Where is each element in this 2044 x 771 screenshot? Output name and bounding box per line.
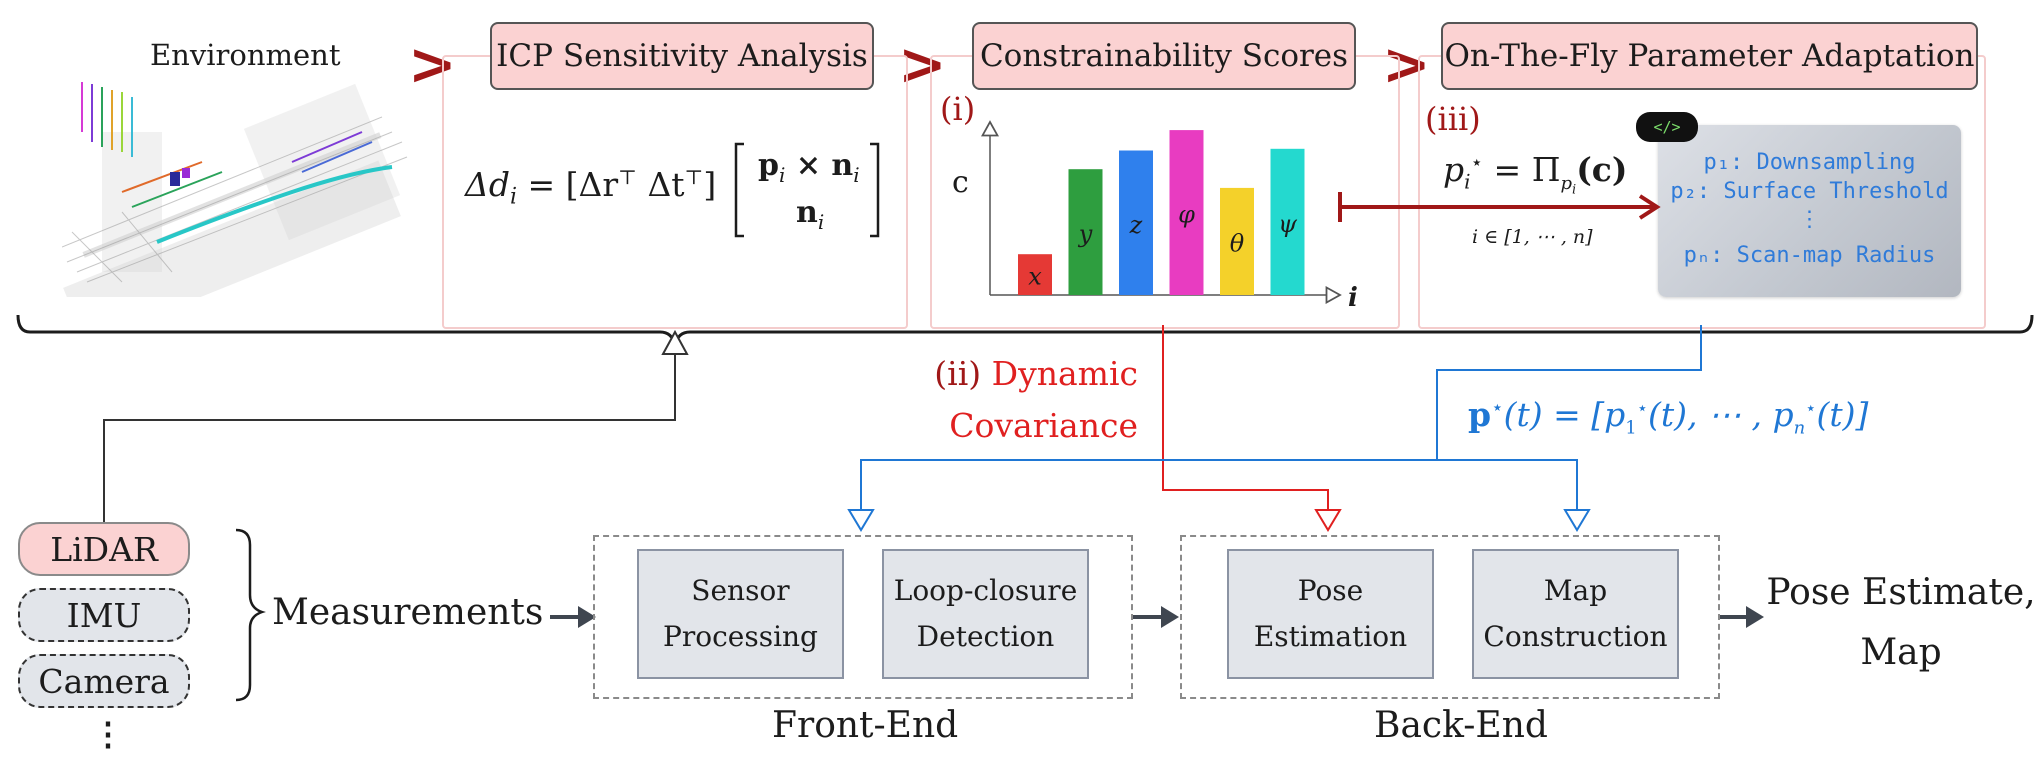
environment-point-cloud bbox=[62, 82, 408, 297]
marker-i: (i) bbox=[940, 90, 976, 128]
sensors-brace bbox=[235, 528, 266, 702]
p-star-rhs: = Π bbox=[1483, 150, 1561, 189]
bar-φ bbox=[1169, 130, 1204, 295]
front-end-group bbox=[593, 535, 1133, 699]
matrix-row-2: ni bbox=[796, 195, 825, 234]
pose-estimation-line2: Estimation bbox=[1253, 620, 1408, 653]
delta-d-eq: = [Δr bbox=[517, 165, 619, 204]
sensor-lidar: LiDAR bbox=[18, 522, 190, 576]
top-brace bbox=[16, 314, 2034, 346]
index-range: i ∈ [1, ⋯ , n] bbox=[1472, 226, 1593, 248]
p-vector-rest: (t) = [p bbox=[1503, 395, 1626, 434]
params-connector bbox=[860, 325, 1702, 510]
measurements-label: Measurements bbox=[272, 592, 544, 633]
sensor-processing-line1: Sensor bbox=[691, 574, 790, 607]
p-vector-mid: (t), ⋯ , p bbox=[1647, 395, 1794, 434]
p-star-lhs: p bbox=[1443, 150, 1465, 189]
pose-estimation-module: Pose Estimation bbox=[1227, 549, 1434, 679]
delta-d-sub: i bbox=[509, 184, 518, 210]
p-star-formula: pi⋆ = Πpi(c) bbox=[1443, 150, 1628, 198]
front-end-label: Front-End bbox=[772, 705, 959, 746]
covariance-arrowhead bbox=[1314, 509, 1342, 532]
output-line1: Pose Estimate, bbox=[1766, 572, 2036, 613]
params-arrowhead-1 bbox=[847, 509, 875, 532]
bar-label-x: x bbox=[1028, 263, 1042, 291]
constrainability-chart: c i x y z φ θ ψ bbox=[952, 112, 1358, 312]
covariance-connector bbox=[1162, 325, 1329, 510]
environment-label: Environment bbox=[150, 38, 341, 72]
parameter-code-card: p₁: Downsampling p₂: Surface Threshold ⋮… bbox=[1658, 125, 1961, 297]
lidar-connector bbox=[103, 345, 676, 522]
bar-z bbox=[1119, 150, 1153, 295]
chart-xlabel: i bbox=[1348, 283, 1358, 312]
delta-d-eq2: Δt bbox=[636, 165, 685, 204]
p-vector-p: p bbox=[1468, 395, 1492, 434]
bar-label-θ: θ bbox=[1230, 229, 1245, 257]
code-icon: </> bbox=[1636, 112, 1698, 142]
marker-ii: (ii) bbox=[934, 354, 982, 393]
bar-label-ψ: ψ bbox=[1278, 210, 1298, 238]
params-arrowhead-2 bbox=[1563, 509, 1591, 532]
icp-formula: Δdi = [Δr⊤ Δt⊤] bbox=[465, 165, 717, 210]
matrix-row-1: pi × ni bbox=[758, 148, 860, 187]
pose-estimation-line1: Pose bbox=[1297, 574, 1364, 607]
sensor-processing-line2: Processing bbox=[663, 620, 818, 653]
bar-label-y: y bbox=[1078, 220, 1093, 248]
p-vector-formula: p⋆(t) = [p1⋆(t), ⋯ , pn⋆(t)] bbox=[1468, 395, 1869, 439]
matrix-p: p bbox=[758, 148, 779, 183]
param-line-2: p₂: Surface Threshold bbox=[1670, 179, 1949, 204]
p-vector-end: (t)] bbox=[1816, 395, 1869, 434]
bar-x bbox=[1018, 254, 1052, 295]
back-end-label: Back-End bbox=[1374, 705, 1548, 746]
dynamic-text: Dynamic bbox=[991, 354, 1138, 393]
loop-closure-module: Loop-closure Detection bbox=[882, 549, 1089, 679]
matrix-bracket bbox=[734, 142, 880, 238]
adaptation-header: On-The-Fly Parameter Adaptation bbox=[1441, 22, 1978, 90]
frontend-arrowhead bbox=[1161, 606, 1179, 628]
icp-sensitivity-header: ICP Sensitivity Analysis bbox=[490, 22, 874, 90]
loop-closure-line1: Loop-closure bbox=[893, 574, 1078, 607]
feedback-arrowhead bbox=[1638, 194, 1661, 220]
marker-iii: (iii) bbox=[1425, 100, 1481, 138]
chevron-1-icon: > bbox=[408, 30, 457, 98]
dynamic-covariance-label: (ii) Dynamic Covariance bbox=[930, 348, 1138, 452]
map-construction-module: Map Construction bbox=[1472, 549, 1679, 679]
param-line-4: pₙ: Scan-map Radius bbox=[1683, 243, 1936, 268]
output-label: Pose Estimate, Map bbox=[1766, 563, 2036, 683]
map-construction-line1: Map bbox=[1543, 574, 1608, 607]
bar-label-φ: φ bbox=[1178, 201, 1195, 229]
delta-d-lhs: Δd bbox=[465, 165, 510, 204]
sensor-imu: IMU bbox=[18, 588, 190, 642]
constrainability-header: Constrainability Scores bbox=[972, 22, 1356, 90]
bar-y bbox=[1068, 169, 1103, 295]
sensor-camera: Camera bbox=[18, 654, 190, 708]
bar-label-z: z bbox=[1129, 211, 1143, 239]
measurements-arrowhead bbox=[578, 606, 596, 628]
output-line2: Map bbox=[1860, 632, 1942, 673]
chevron-3-icon: > bbox=[1382, 30, 1431, 98]
delta-d-close: ] bbox=[703, 165, 717, 204]
chart-ylabel: c bbox=[952, 165, 969, 200]
lidar-arrowhead bbox=[661, 329, 689, 355]
param-line-3: ⋮ bbox=[1798, 207, 1821, 232]
covariance-text: Covariance bbox=[949, 406, 1138, 445]
bar-θ bbox=[1220, 187, 1254, 295]
matrix-cross: × n bbox=[785, 148, 854, 183]
sensor-processing-module: Sensor Processing bbox=[637, 549, 844, 679]
backend-arrowhead bbox=[1746, 606, 1764, 628]
param-line-1: p₁: Downsampling bbox=[1703, 150, 1916, 175]
sensor-more: ⋮ bbox=[92, 715, 124, 753]
bar-ψ bbox=[1270, 148, 1305, 295]
p-star-arg: (c) bbox=[1576, 150, 1628, 189]
map-construction-line2: Construction bbox=[1483, 620, 1668, 653]
back-end-group bbox=[1180, 535, 1720, 699]
matrix-n: n bbox=[796, 195, 818, 230]
loop-closure-line2: Detection bbox=[916, 620, 1055, 653]
